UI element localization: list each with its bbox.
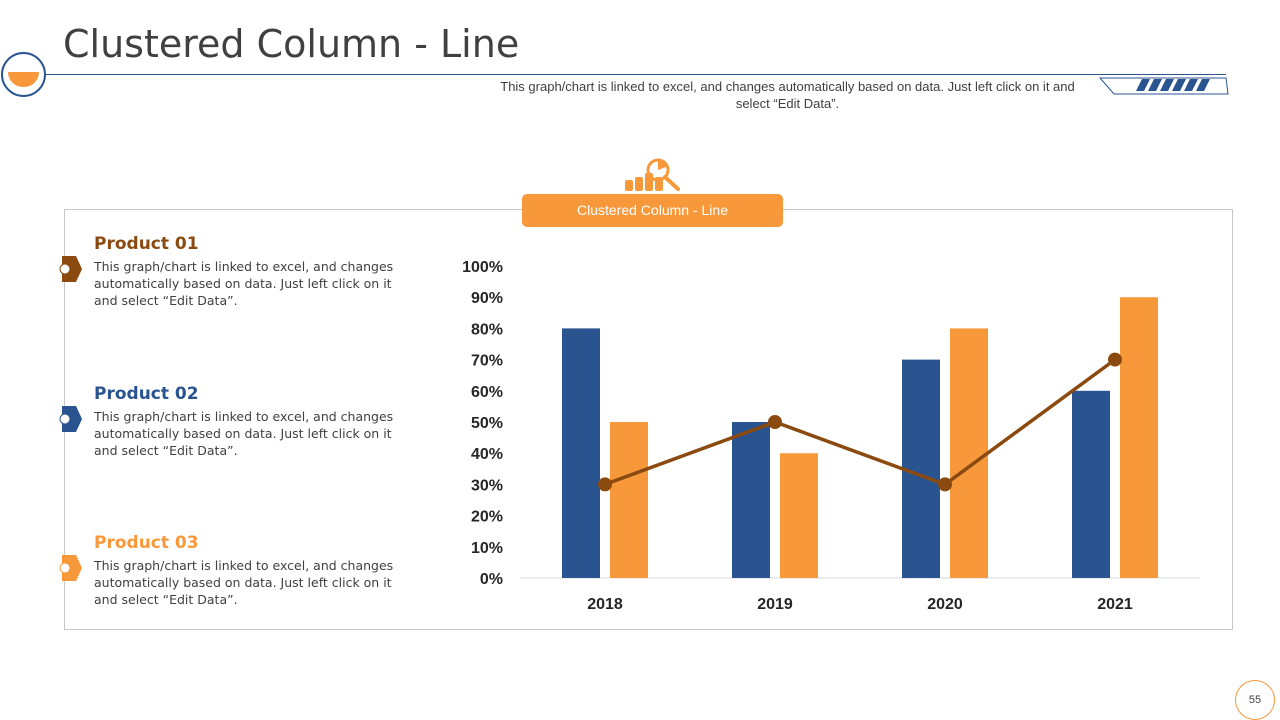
page-subtitle: This graph/chart is linked to excel, and… bbox=[500, 79, 1075, 111]
bar-2020-series-1 bbox=[902, 359, 940, 578]
product-01-text: This graph/chart is linked to excel, and… bbox=[94, 259, 394, 308]
y-tick-label: 100% bbox=[462, 259, 503, 276]
product-02-title: Product 02 bbox=[94, 384, 199, 404]
logo-circle bbox=[1, 52, 46, 97]
bar-2021-series-2 bbox=[1120, 297, 1158, 578]
decorative-stripes bbox=[1098, 77, 1229, 95]
y-tick-label: 30% bbox=[471, 477, 503, 494]
page-title: Clustered Column - Line bbox=[63, 22, 520, 66]
product-02: Product 02 This graph/chart is linked to… bbox=[94, 384, 414, 459]
x-tick-label: 2019 bbox=[757, 596, 793, 613]
line-point-2018 bbox=[598, 477, 612, 492]
product-02-marker-icon bbox=[59, 406, 82, 432]
chart-tab-label: Clustered Column - Line bbox=[522, 194, 783, 227]
product-01-marker-icon bbox=[59, 256, 82, 282]
x-tick-label: 2020 bbox=[927, 596, 963, 613]
y-tick-label: 50% bbox=[471, 415, 503, 432]
product-01-title: Product 01 bbox=[94, 234, 199, 254]
bar-2021-series-1 bbox=[1072, 390, 1110, 578]
product-03-marker-icon bbox=[59, 555, 82, 581]
bar-2019-series-2 bbox=[780, 453, 818, 578]
y-tick-label: 20% bbox=[471, 509, 503, 526]
clustered-column-line-chart: 0% 10% 20% 30% 40% 50% 60% 70% 80% 90% 100% 2018 201… bbox=[462, 259, 1200, 613]
x-tick-label: 2021 bbox=[1097, 596, 1133, 613]
line-point-2019 bbox=[768, 415, 782, 429]
y-tick-label: 0% bbox=[480, 571, 503, 588]
header-divider bbox=[46, 74, 1226, 75]
y-tick-label: 90% bbox=[471, 290, 503, 307]
line-series-1 bbox=[604, 358, 1117, 487]
logo-half-fill bbox=[8, 72, 39, 87]
bar-2020-series-2 bbox=[950, 328, 988, 578]
bar-2018-series-1 bbox=[562, 328, 600, 578]
y-tick-label: 40% bbox=[471, 446, 503, 463]
y-tick-label: 70% bbox=[471, 353, 503, 370]
product-03-title: Product 03 bbox=[94, 533, 199, 553]
y-tick-label: 80% bbox=[471, 321, 503, 338]
bar-2019-series-1 bbox=[732, 422, 770, 578]
bar-2018-series-2 bbox=[610, 422, 648, 578]
product-03-text: This graph/chart is linked to excel, and… bbox=[94, 558, 394, 607]
line-point-2020 bbox=[938, 477, 952, 492]
y-tick-label: 60% bbox=[471, 384, 503, 401]
product-02-text: This graph/chart is linked to excel, and… bbox=[94, 409, 394, 458]
product-01: Product 01 This graph/chart is linked to… bbox=[94, 234, 414, 309]
y-tick-label: 10% bbox=[471, 540, 503, 557]
chart-magnifier-icon bbox=[625, 158, 680, 191]
product-03: Product 03 This graph/chart is linked to… bbox=[94, 533, 414, 608]
x-tick-label: 2018 bbox=[587, 596, 623, 613]
page-number: 55 bbox=[1235, 680, 1275, 720]
line-point-2021 bbox=[1108, 352, 1122, 367]
